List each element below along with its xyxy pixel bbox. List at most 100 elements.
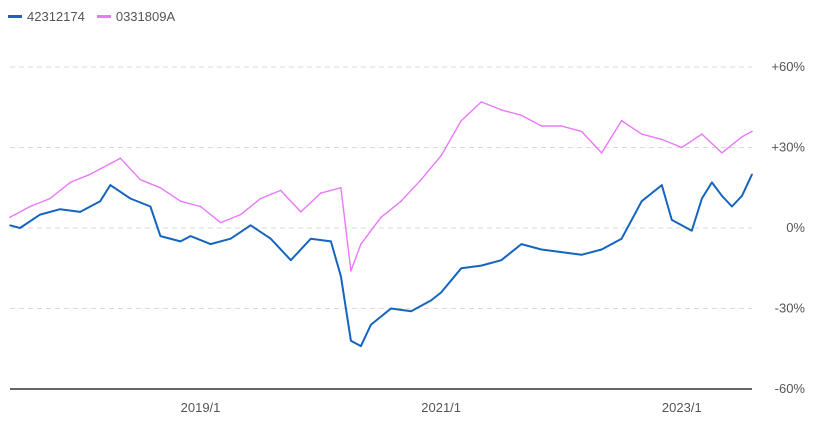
data-point-series-2 — [139, 178, 142, 181]
data-point-series-1 — [701, 197, 703, 200]
data-point-series-2 — [580, 130, 583, 133]
data-point-series-1 — [390, 307, 392, 310]
legend-item-series-2[interactable]: 0331809A — [96, 9, 176, 24]
data-point-series-1 — [149, 205, 152, 208]
y-tick-label: 0% — [786, 220, 805, 235]
data-point-series-2 — [360, 243, 362, 245]
y-tick-label: -60% — [775, 381, 806, 396]
series-line-1 — [9, 173, 753, 348]
data-point-series-2 — [500, 109, 503, 111]
x-tick-label: 2019/1 — [181, 400, 221, 415]
data-point-series-1 — [360, 345, 362, 347]
data-point-series-2 — [400, 200, 402, 202]
legend-label-series-1: 42312174 — [27, 9, 85, 24]
data-point-series-1 — [580, 254, 583, 256]
data-point-series-2 — [440, 154, 443, 157]
data-point-series-1 — [290, 259, 292, 262]
data-point-series-2 — [661, 138, 663, 141]
data-point-series-1 — [721, 195, 723, 197]
data-point-series-2 — [460, 119, 463, 122]
x-tick-label: 2023/1 — [662, 400, 702, 415]
data-point-series-2 — [159, 187, 162, 189]
data-point-series-2 — [9, 216, 11, 219]
y-tick-label: -30% — [775, 301, 806, 316]
data-point-series-2 — [480, 101, 483, 103]
data-point-series-1 — [189, 235, 192, 237]
data-point-series-1 — [540, 248, 543, 251]
data-point-series-1 — [159, 235, 162, 237]
data-point-series-1 — [39, 213, 41, 216]
data-point-series-1 — [269, 237, 272, 240]
data-point-series-1 — [99, 200, 101, 202]
data-point-series-1 — [410, 310, 412, 313]
data-point-series-2 — [350, 270, 352, 272]
data-point-series-2 — [340, 187, 342, 189]
data-point-series-1 — [440, 291, 443, 294]
data-point-series-1 — [711, 181, 713, 184]
data-point-series-1 — [751, 173, 753, 176]
data-point-series-2 — [721, 152, 723, 154]
data-point-series-2 — [199, 205, 202, 208]
data-point-series-1 — [600, 248, 603, 251]
data-point-series-1 — [370, 323, 372, 326]
data-point-series-2 — [620, 119, 623, 122]
data-point-series-1 — [560, 251, 563, 253]
data-point-series-1 — [229, 237, 232, 240]
data-point-series-2 — [540, 125, 543, 127]
data-point-series-2 — [49, 197, 51, 200]
data-point-series-1 — [480, 264, 483, 267]
legend: 42312174 0331809A — [8, 9, 187, 24]
data-point-series-1 — [179, 240, 182, 243]
data-point-series-2 — [320, 192, 322, 194]
data-point-series-2 — [640, 133, 643, 135]
legend-swatch-series-2 — [96, 15, 111, 18]
series-line-2 — [9, 101, 753, 272]
data-point-series-2 — [219, 221, 222, 224]
data-point-series-2 — [179, 200, 182, 202]
data-point-series-2 — [89, 173, 91, 176]
data-point-series-2 — [600, 152, 603, 154]
data-point-series-1 — [500, 259, 503, 262]
data-point-series-1 — [620, 237, 623, 240]
data-point-series-2 — [560, 125, 563, 127]
data-point-series-1 — [109, 184, 112, 186]
data-point-series-1 — [310, 237, 312, 240]
data-point-series-1 — [129, 197, 132, 200]
data-point-series-1 — [9, 224, 11, 227]
data-point-series-2 — [420, 178, 422, 181]
data-point-series-2 — [751, 130, 753, 133]
data-point-series-1 — [731, 205, 733, 208]
data-point-series-2 — [109, 162, 112, 165]
data-point-series-2 — [69, 181, 71, 184]
data-point-series-2 — [520, 114, 523, 117]
data-point-series-1 — [209, 243, 212, 245]
data-point-series-1 — [79, 211, 81, 213]
data-point-series-1 — [330, 240, 332, 243]
data-point-series-1 — [671, 219, 673, 221]
data-point-series-2 — [239, 213, 242, 216]
y-tick-label: +60% — [771, 59, 805, 74]
data-point-series-1 — [340, 275, 342, 278]
data-point-series-1 — [691, 229, 693, 232]
data-point-series-2 — [29, 205, 31, 208]
data-point-series-2 — [681, 146, 683, 149]
data-point-series-1 — [460, 267, 463, 270]
data-point-series-1 — [430, 299, 432, 302]
legend-item-series-1[interactable]: 42312174 — [8, 9, 85, 24]
data-point-series-1 — [640, 200, 643, 202]
data-point-series-2 — [259, 197, 262, 200]
data-point-series-1 — [19, 227, 21, 229]
x-tick-label: 2021/1 — [421, 400, 461, 415]
data-point-series-2 — [380, 216, 382, 219]
data-point-series-1 — [661, 184, 663, 186]
data-point-series-1 — [350, 339, 352, 342]
data-point-series-2 — [300, 211, 302, 213]
legend-label-series-2: 0331809A — [115, 9, 176, 24]
data-point-series-1 — [59, 208, 61, 210]
data-point-series-1 — [741, 195, 743, 197]
data-point-series-2 — [741, 136, 743, 138]
data-point-series-1 — [249, 224, 252, 227]
legend-swatch-series-1 — [8, 15, 22, 18]
